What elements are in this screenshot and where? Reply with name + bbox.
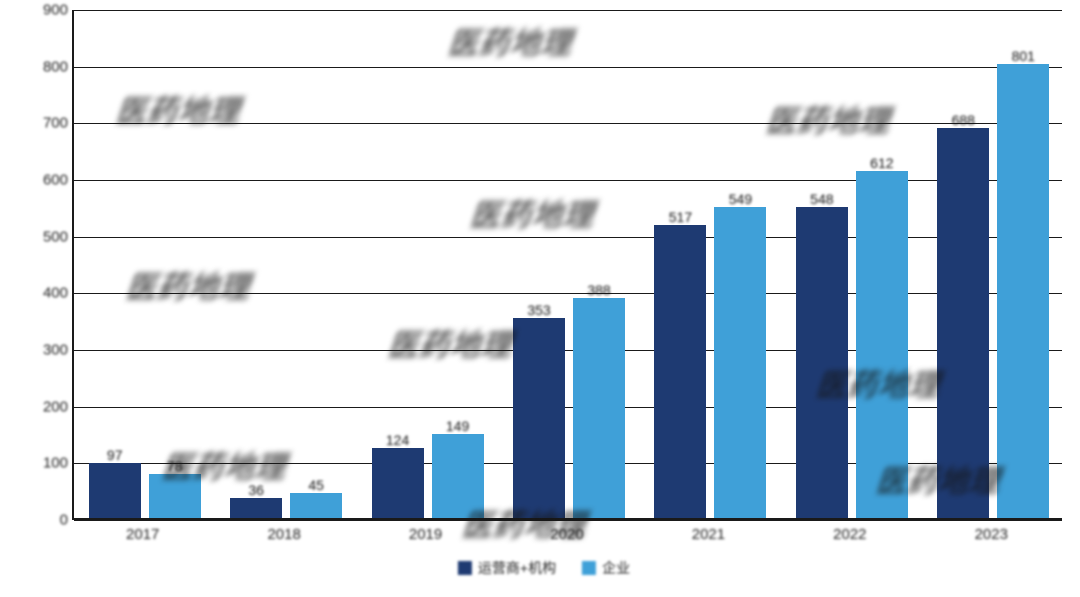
gridline (74, 520, 1062, 521)
bar-value-label: 517 (669, 209, 692, 227)
bar-series-b (856, 171, 908, 518)
bar-series-a (654, 225, 706, 518)
bar-value-label: 353 (527, 302, 550, 320)
bar-series-a (89, 463, 141, 518)
bar-series-a (937, 128, 989, 518)
bar-value-label: 801 (1012, 48, 1035, 66)
bar-series-b (573, 298, 625, 518)
bar-value-label: 45 (308, 477, 324, 495)
bar-value-label: 78 (167, 458, 183, 476)
bar-value-label: 549 (729, 191, 752, 209)
y-tick-label: 300 (28, 342, 68, 359)
bar-series-b (997, 64, 1049, 518)
bar-series-a (372, 448, 424, 518)
bar-value-label: 149 (446, 418, 469, 436)
gridline (74, 10, 1062, 11)
gridline (74, 350, 1062, 351)
gridline (74, 407, 1062, 408)
legend-item: 企业 (582, 558, 630, 578)
bar-value-label: 688 (952, 112, 975, 130)
bar-value-label: 388 (587, 282, 610, 300)
bar-value-label: 548 (810, 191, 833, 209)
bar-series-a (796, 207, 848, 518)
x-tick-label: 2017 (126, 526, 159, 543)
gridline (74, 67, 1062, 68)
x-tick-label: 2020 (550, 526, 583, 543)
y-tick-label: 0 (28, 512, 68, 529)
x-tick-label: 2023 (975, 526, 1008, 543)
legend-swatch (458, 561, 472, 575)
x-tick-label: 2021 (692, 526, 725, 543)
bar-series-b (432, 434, 484, 518)
x-tick-label: 2018 (267, 526, 300, 543)
y-tick-label: 600 (28, 172, 68, 189)
x-tick-label: 2022 (833, 526, 866, 543)
bar-series-a (230, 498, 282, 518)
legend-label: 企业 (602, 558, 630, 578)
y-tick-label: 900 (28, 2, 68, 19)
legend-swatch (582, 561, 596, 575)
plot-area: 97 36 124 353 517 548 688 78 45 149 388 549 612 801 (72, 10, 1062, 520)
legend-label: 运营商+机构 (478, 558, 556, 578)
gridline (74, 293, 1062, 294)
bar-chart: 97 36 124 353 517 548 688 78 45 149 388 549 612 801 0… (26, 10, 1062, 580)
bar-series-b (149, 474, 201, 518)
y-tick-label: 400 (28, 285, 68, 302)
bar-value-label: 97 (107, 447, 123, 465)
bar-series-a (513, 318, 565, 518)
y-tick-label: 500 (28, 228, 68, 245)
y-tick-label: 700 (28, 115, 68, 132)
gridline (74, 237, 1062, 238)
y-tick-label: 100 (28, 455, 68, 472)
bar-series-b (290, 493, 342, 519)
gridline (74, 463, 1062, 464)
y-tick-label: 200 (28, 398, 68, 415)
bar-value-label: 36 (248, 482, 264, 500)
y-tick-label: 800 (28, 58, 68, 75)
bar-value-label: 124 (386, 432, 409, 450)
gridline (74, 180, 1062, 181)
legend-item: 运营商+机构 (458, 558, 556, 578)
x-tick-label: 2019 (409, 526, 442, 543)
bar-series-b (714, 207, 766, 518)
gridline (74, 123, 1062, 124)
bar-value-label: 612 (870, 155, 893, 173)
legend: 运营商+机构 企业 (458, 558, 630, 578)
